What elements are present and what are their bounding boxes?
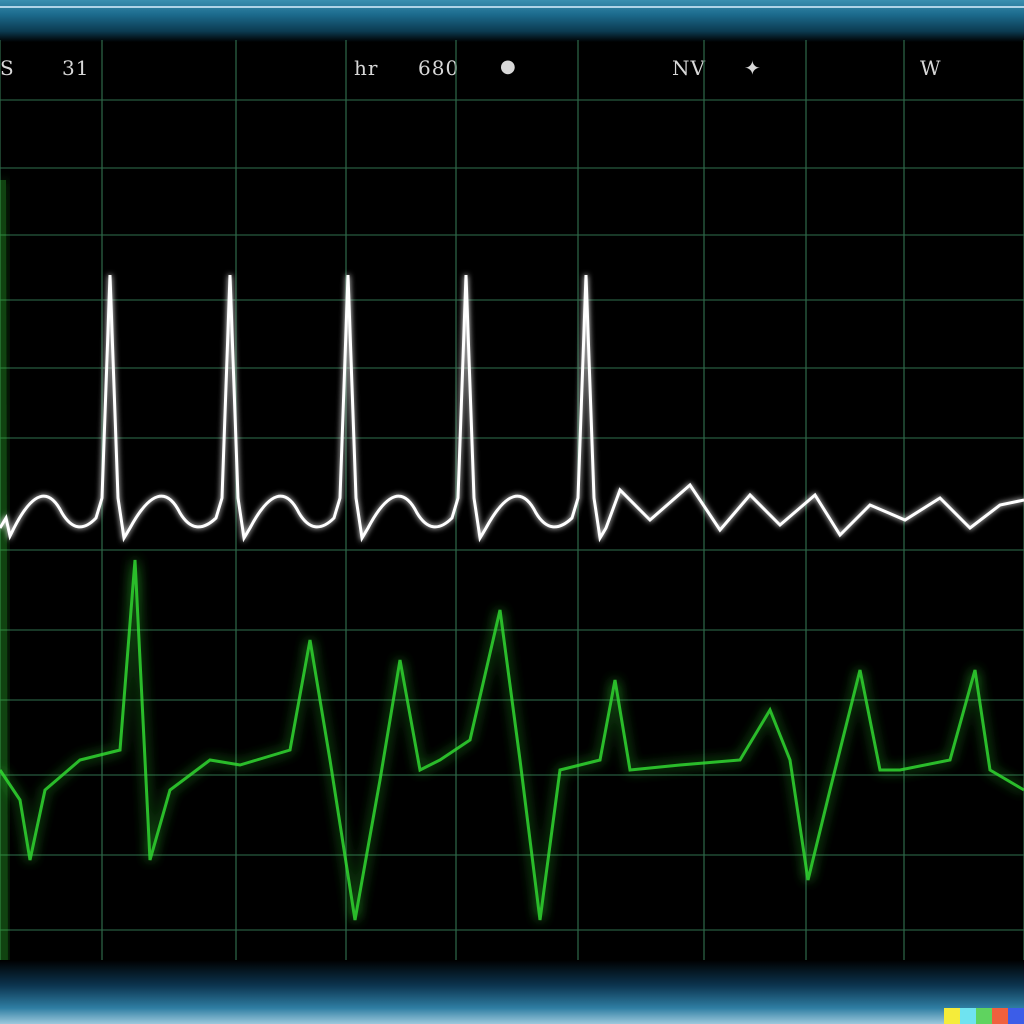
star-icon: ✦	[744, 56, 762, 80]
left-green-glow	[0, 180, 8, 1000]
readout-s: S	[0, 56, 15, 80]
readout-31: 31	[62, 56, 90, 80]
readout-nv: NV	[672, 56, 706, 80]
color-strip	[944, 1008, 1024, 1024]
swatch-yellow	[944, 1008, 960, 1024]
readout-680: 680	[418, 56, 460, 80]
dot-icon: ●	[500, 56, 517, 77]
monitor-top-bezel	[0, 0, 1024, 42]
swatch-cyan	[960, 1008, 976, 1024]
readout-hr: hr	[354, 56, 379, 80]
swatch-green	[976, 1008, 992, 1024]
monitor-bottom-bezel	[0, 960, 1024, 1024]
upper-white-trace	[0, 274, 1024, 543]
lower-green-trace	[0, 559, 1024, 921]
readout-w: W	[920, 56, 942, 80]
swatch-orange	[992, 1008, 1008, 1024]
swatch-blue	[1008, 1008, 1024, 1024]
